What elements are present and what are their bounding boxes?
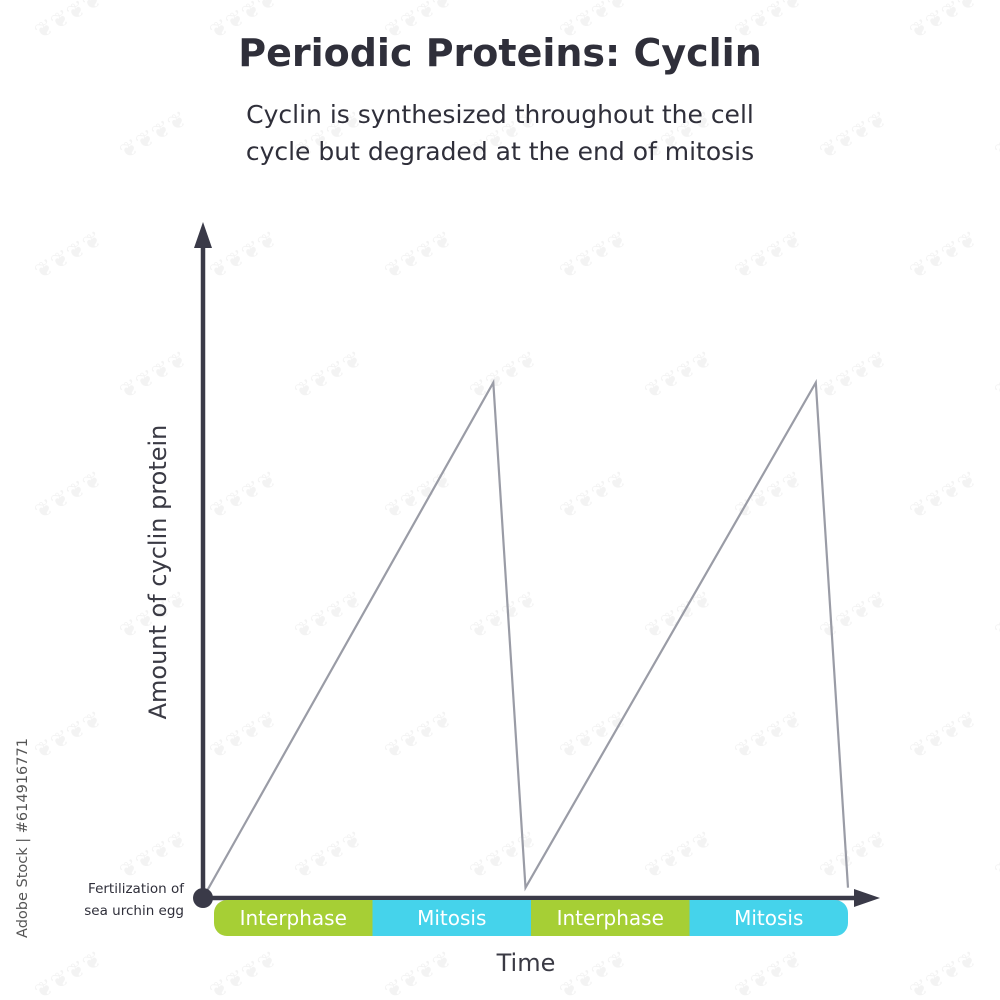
- watermark-mark: ❦❦❦❦: [556, 467, 632, 526]
- watermark-mark: ❦❦❦❦: [906, 947, 982, 1000]
- chart-subtitle-line1: Cyclin is synthesized throughout the cel…: [246, 100, 754, 129]
- watermark-mark: ❦❦❦❦: [731, 707, 807, 766]
- watermark-mark: ❦❦❦❦: [816, 107, 892, 166]
- phase-segment-interphase-1: [214, 900, 373, 936]
- watermark-mark: ❦❦❦❦: [731, 227, 807, 286]
- watermark-mark: ❦❦❦❦: [31, 227, 107, 286]
- y-axis-arrowhead: [194, 222, 212, 248]
- watermark-mark: ❦❦❦❦: [206, 227, 282, 286]
- chart-subtitle-line2: cycle but degraded at the end of mitosis: [246, 137, 754, 166]
- phase-bar: Interphase Mitosis Interphase Mitosis: [214, 900, 848, 936]
- watermark-mark: ❦❦❦❦: [206, 467, 282, 526]
- watermark-mark: ❦❦❦❦: [641, 347, 717, 406]
- phase-label-3: Interphase: [557, 906, 664, 930]
- origin-annotation-line2: sea urchin egg: [84, 903, 184, 919]
- watermark-mark: ❦❦❦❦: [556, 947, 632, 1000]
- watermark-mark: ❦❦❦❦: [291, 347, 367, 406]
- origin-marker: [193, 888, 213, 908]
- watermark-mark: ❦❦❦❦: [206, 947, 282, 1000]
- origin-annotation-line1: Fertilization of: [88, 881, 185, 897]
- watermark-mark: ❦❦❦❦: [291, 587, 367, 646]
- chart-title: Periodic Proteins: Cyclin: [238, 31, 762, 75]
- phase-label-2: Mitosis: [417, 906, 486, 930]
- phase-segment-interphase-3: [531, 900, 690, 936]
- watermark-mark: ❦❦❦❦: [291, 827, 367, 886]
- phase-label-4: Mitosis: [734, 906, 803, 930]
- watermark-mark: ❦❦❦❦: [116, 827, 192, 886]
- watermark-mark: ❦❦❦❦: [31, 467, 107, 526]
- y-axis-label: Amount of cyclin protein: [144, 425, 172, 720]
- phase-segment-mitosis-2: [372, 900, 531, 936]
- phase-segment-mitosis-4: [689, 900, 848, 936]
- phase-label-1: Interphase: [240, 906, 347, 930]
- watermark-mark: ❦❦❦❦: [906, 0, 982, 45]
- watermark-mark: ❦❦❦❦: [906, 707, 982, 766]
- watermark-mark: ❦❦❦❦: [556, 227, 632, 286]
- watermark-mark: ❦❦❦❦: [466, 587, 542, 646]
- x-axis-label: Time: [496, 949, 556, 977]
- watermark-mark: ❦❦❦❦: [31, 0, 107, 45]
- watermark-mark: ❦❦❦❦: [906, 227, 982, 286]
- watermark-mark: ❦❦❦❦: [466, 827, 542, 886]
- watermark-mark: ❦❦❦❦: [381, 947, 457, 1000]
- stock-credit: Adobe Stock | #614916771: [15, 738, 31, 938]
- cyclin-series-line: [202, 378, 850, 899]
- watermark-mark: ❦❦❦❦: [991, 587, 1000, 646]
- watermark-mark: ❦❦❦❦: [206, 707, 282, 766]
- x-axis-arrowhead: [854, 889, 880, 907]
- watermark-mark: ❦❦❦❦: [116, 347, 192, 406]
- watermark-mark: ❦❦❦❦: [381, 707, 457, 766]
- watermark-mark: ❦❦❦❦: [556, 707, 632, 766]
- watermark-mark: ❦❦❦❦: [731, 467, 807, 526]
- watermark-mark: ❦❦❦❦: [991, 107, 1000, 166]
- watermark-mark: ❦❦❦❦: [381, 227, 457, 286]
- watermark-mark: ❦❦❦❦: [116, 107, 192, 166]
- watermark-mark: ❦❦❦❦: [31, 707, 107, 766]
- watermark-mark: ❦❦❦❦: [31, 947, 107, 1000]
- watermark-mark: ❦❦❦❦: [991, 347, 1000, 406]
- watermark-mark: ❦❦❦❦: [906, 467, 982, 526]
- watermark-mark: ❦❦❦❦: [991, 827, 1000, 886]
- watermark-mark: ❦❦❦❦: [641, 587, 717, 646]
- watermark-mark: ❦❦❦❦: [466, 347, 542, 406]
- watermark-mark: ❦❦❦❦: [731, 947, 807, 1000]
- watermark-mark: ❦❦❦❦: [816, 347, 892, 406]
- watermark-mark: ❦❦❦❦: [816, 587, 892, 646]
- watermark-mark: ❦❦❦❦: [641, 827, 717, 886]
- watermark-mark: ❦❦❦❦: [816, 827, 892, 886]
